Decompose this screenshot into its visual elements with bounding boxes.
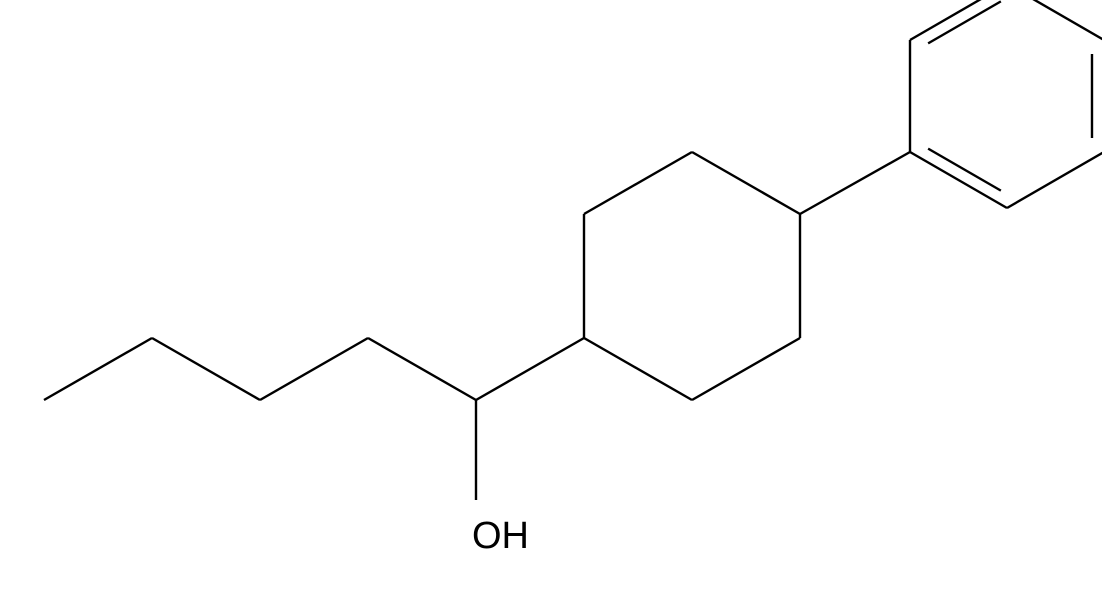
molecule-canvas: OH — [0, 0, 1102, 598]
bond — [152, 338, 260, 400]
bond — [800, 152, 910, 214]
bond — [476, 338, 584, 400]
bond — [260, 338, 368, 400]
bond — [584, 338, 692, 400]
bond — [368, 338, 476, 400]
bond — [910, 152, 1007, 208]
bond — [692, 338, 800, 400]
hydroxyl-label: OH — [472, 515, 529, 557]
bond — [1007, 152, 1102, 208]
bond — [44, 338, 152, 400]
bond — [584, 152, 692, 214]
bond — [1007, 0, 1102, 40]
bond — [692, 152, 800, 214]
